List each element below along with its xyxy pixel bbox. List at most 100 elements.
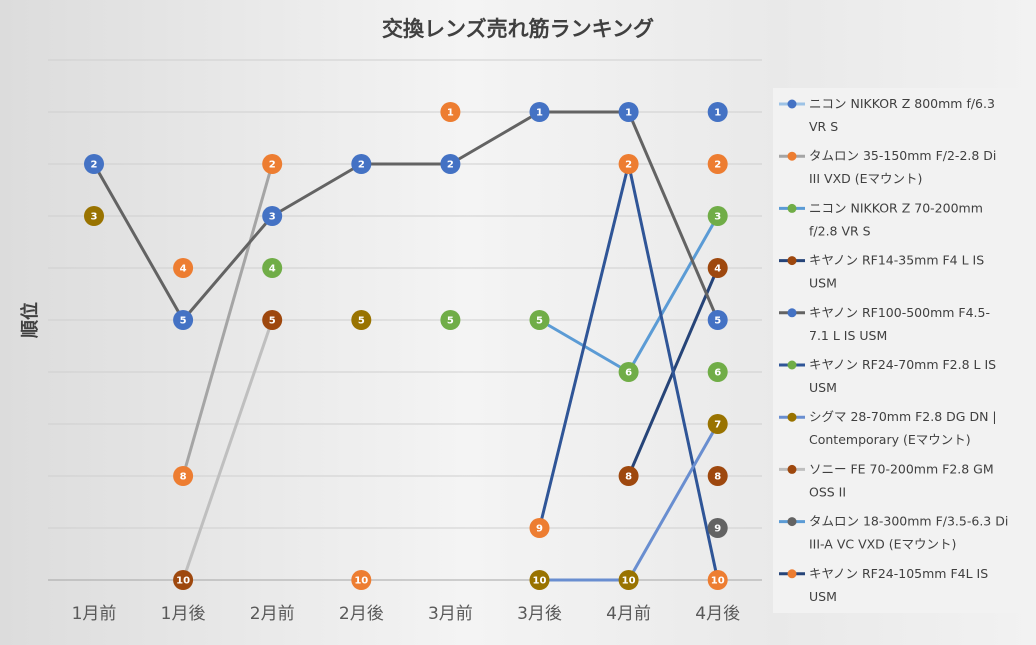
legend-label: VR S <box>809 119 838 134</box>
data-point: 6 <box>707 362 728 382</box>
x-tick-label: 2月後 <box>339 604 384 624</box>
legend-entry: タムロン 35-150mm F/2-2.8 Di III VXD (Eマウント) <box>779 148 996 186</box>
x-axis-ticks: 1月前 1月後 2月前 2月後 3月前 3月後 4月前 4月後 <box>72 604 741 624</box>
legend-entry: シグマ 28-70mm F2.8 DG DN | Contemporary (Eマ… <box>779 409 997 447</box>
data-point-marker <box>618 570 639 590</box>
legend: ニコン NIKKOR Z 800mm f/6.3 VR S タムロン 35-150m… <box>779 96 1008 604</box>
data-point-label: 8 <box>180 472 187 483</box>
legend-entry: キヤノン RF24-105mm F4L IS USM <box>779 566 988 604</box>
legend-label: OSS II <box>809 484 846 499</box>
legend-label: タムロン 35-150mm F/2-2.8 Di <box>809 148 996 163</box>
series-line-segment <box>627 162 720 582</box>
data-point-marker <box>707 310 728 330</box>
data-point: 2 <box>262 154 283 174</box>
data-point: 3 <box>84 206 104 226</box>
legend-marker-swatch <box>787 412 797 422</box>
series-lines <box>92 110 720 582</box>
data-point-marker <box>618 466 639 486</box>
legend-marker-swatch <box>787 464 797 474</box>
data-point-label: 2 <box>447 160 454 171</box>
data-point: 10 <box>173 570 194 590</box>
data-point: 6 <box>618 362 639 382</box>
data-point-marker <box>262 310 283 330</box>
data-point-label: 3 <box>714 212 721 223</box>
x-tick-label: 2月前 <box>250 604 295 624</box>
data-point: 3 <box>707 206 728 226</box>
legend-label: シグマ 28-70mm F2.8 DG DN | <box>809 409 997 424</box>
data-point-marker <box>707 570 728 590</box>
data-point-label: 10 <box>176 576 190 587</box>
data-point: 8 <box>618 466 639 486</box>
legend-label: キヤノン RF14-35mm F4 L IS <box>809 253 984 268</box>
data-point-label: 5 <box>714 316 721 327</box>
data-point-label: 9 <box>714 524 721 535</box>
legend-background <box>773 88 1031 613</box>
data-point-label: 3 <box>269 212 276 223</box>
legend-label: 7.1 L IS USM <box>809 328 887 343</box>
series-line-segment <box>627 110 720 322</box>
data-point: 10 <box>707 570 728 590</box>
data-point-label: 2 <box>269 160 276 171</box>
data-point-marker <box>707 102 728 122</box>
data-point: 5 <box>529 310 550 330</box>
data-point: 10 <box>351 570 372 590</box>
data-point-marker <box>529 570 550 590</box>
data-point: 2 <box>618 154 639 174</box>
y-axis-label: 順位 <box>19 302 41 338</box>
legend-label: Contemporary (Eマウント) <box>809 432 971 447</box>
legend-entry: タムロン 18-300mm F/3.5-6.3 Di III-A VC VXD (… <box>779 514 1008 552</box>
series-line-segment <box>627 422 720 582</box>
legend-entry: ソニー FE 70-200mm F2.8 GM OSS II <box>779 461 994 499</box>
legend-marker-swatch <box>787 99 797 109</box>
series-line-segment <box>538 162 631 530</box>
data-point: 5 <box>707 310 728 330</box>
legend-entry: ニコン NIKKOR Z 70-200mm f/2.8 VR S <box>779 200 983 238</box>
data-point-marker <box>707 206 728 226</box>
data-point: 10 <box>618 570 639 590</box>
data-point-label: 4 <box>269 264 276 275</box>
data-point: 3 <box>262 206 283 226</box>
legend-label: USM <box>809 276 837 291</box>
data-point-marker <box>351 154 372 174</box>
data-point-label: 8 <box>714 472 721 483</box>
series-line-segment <box>181 318 274 582</box>
series-line-segment <box>270 162 363 218</box>
legend-label: USM <box>809 380 837 395</box>
legend-label: キヤノン RF24-70mm F2.8 L IS <box>809 357 996 372</box>
x-tick-label: 1月後 <box>161 604 206 624</box>
legend-marker-swatch <box>787 569 797 579</box>
data-point-marker <box>618 362 639 382</box>
data-point-label: 2 <box>714 160 721 171</box>
data-point-label: 4 <box>180 264 187 275</box>
data-point-label: 4 <box>714 264 721 275</box>
x-tick-label: 4月前 <box>606 604 651 624</box>
gridlines <box>48 59 762 581</box>
data-point-marker <box>707 154 728 174</box>
data-point-marker <box>618 154 639 174</box>
data-point-marker <box>351 570 372 590</box>
data-point-marker <box>529 518 550 538</box>
legend-label: USM <box>809 589 837 604</box>
data-point-marker <box>173 258 194 278</box>
data-point-label: 5 <box>447 316 454 327</box>
data-point-label: 10 <box>354 576 368 587</box>
x-tick-label: 3月後 <box>517 604 562 624</box>
data-point: 4 <box>707 258 728 278</box>
data-point-marker <box>440 102 461 122</box>
data-point: 5 <box>440 310 461 330</box>
data-point: 1 <box>529 102 550 122</box>
data-point: 5 <box>351 310 372 330</box>
data-point: 2 <box>351 154 372 174</box>
data-point: 2 <box>440 154 461 174</box>
data-point-label: 2 <box>91 160 98 171</box>
legend-label: キヤノン RF100-500mm F4.5- <box>809 305 990 320</box>
data-point-marker <box>351 310 372 330</box>
legend-marker-swatch <box>787 203 797 213</box>
data-point-marker <box>707 258 728 278</box>
data-point-label: 3 <box>91 212 98 223</box>
legend-label: ニコン NIKKOR Z 800mm f/6.3 <box>809 96 995 111</box>
series-line-segment <box>92 162 185 322</box>
